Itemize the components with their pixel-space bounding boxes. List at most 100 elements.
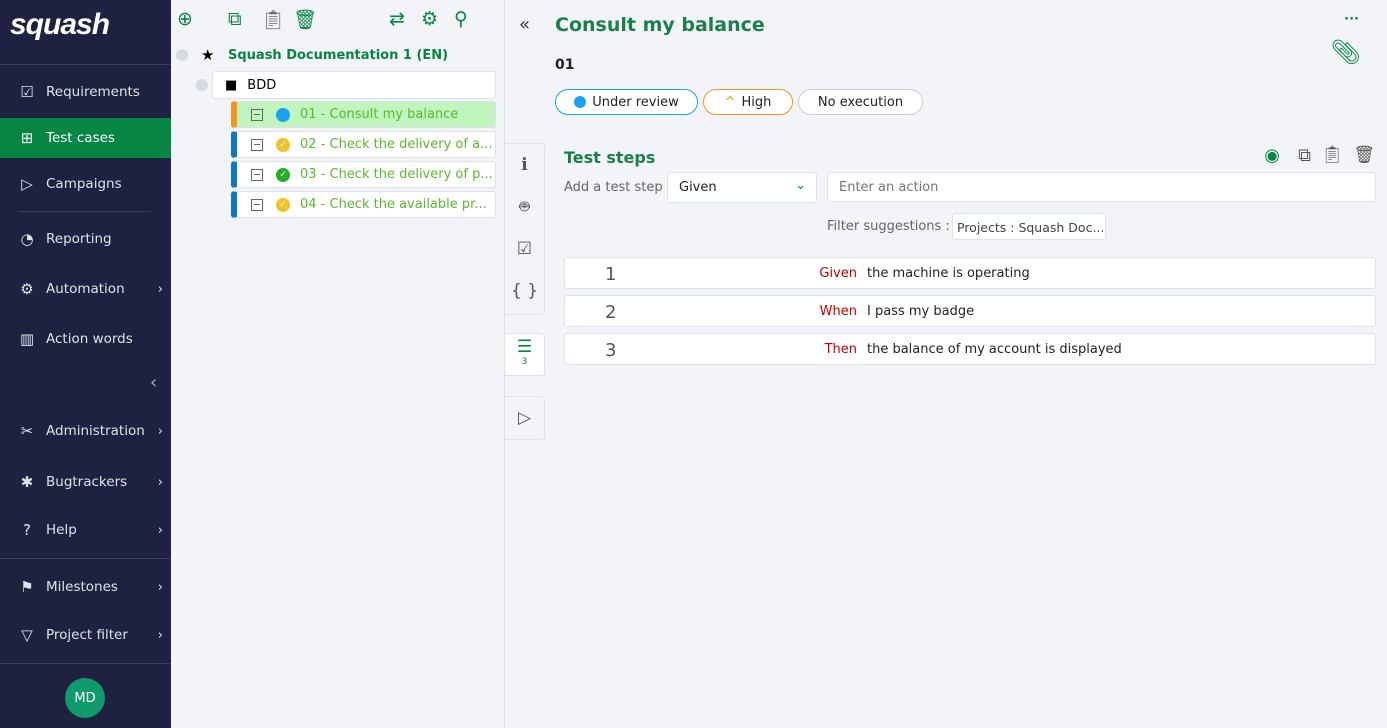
nav-label: Reporting <box>46 231 112 247</box>
keyword-select[interactable]: Given ⌄ <box>667 172 817 203</box>
chevron-right-icon: › <box>157 281 163 297</box>
collapse-sidebar-icon[interactable]: ‹ <box>150 372 158 393</box>
checkbox-icon: ☑ <box>20 83 34 101</box>
tools-icon: ✂ <box>20 422 34 440</box>
filter-suggestion-chip[interactable]: Projects : Squash Doc... <box>952 213 1106 240</box>
nav-label: Administration <box>46 423 145 439</box>
library-icon: ▥ <box>19 330 35 348</box>
copy-icon[interactable]: ⧉ <box>1298 145 1311 166</box>
item-label: 02 - Check the delivery of a... <box>300 137 493 152</box>
chevron-right-icon: › <box>157 522 163 538</box>
nav-label: Milestones <box>46 579 118 595</box>
nav-test-cases[interactable]: ⊞ Test cases <box>0 118 171 158</box>
star-icon: ★ <box>201 46 215 64</box>
test-case-icon <box>251 138 263 151</box>
nav-action-words[interactable]: ▥ Action words <box>0 319 171 359</box>
gear-icon[interactable]: ⚙ <box>421 8 439 30</box>
transfer-icon[interactable]: ⇄ <box>389 8 405 30</box>
sidebar: squash ☑ Requirements ⊞ Test cases ▷ Campai… <box>0 0 171 728</box>
keyword-value: Given <box>679 180 717 195</box>
step-action: I pass my badge <box>867 304 975 319</box>
tab-executions[interactable]: ▷ <box>505 396 545 440</box>
steps-count: 3 <box>521 357 528 367</box>
play-circle-icon: ▷ <box>21 175 33 193</box>
nav-administration[interactable]: ✂ Administration › <box>0 411 171 451</box>
chevron-down-icon: ⌄ <box>795 178 806 193</box>
item-label: 01 - Consult my balance <box>300 107 459 122</box>
page-title: Consult my balance <box>555 14 765 36</box>
nav-milestones[interactable]: ⚑ Milestones › <box>0 567 171 607</box>
chevron-right-icon: › <box>157 474 163 490</box>
nav-help[interactable]: ? Help › <box>0 510 171 550</box>
nav-project-filter[interactable]: ▽ Project filter › <box>0 615 171 655</box>
nav-label: Campaigns <box>46 176 122 192</box>
nav-requirements[interactable]: ☑ Requirements <box>0 72 171 112</box>
tree-icon: ⊞ <box>20 129 34 147</box>
collapse-tree-icon[interactable]: « <box>519 14 531 35</box>
status-dot-icon <box>574 96 587 108</box>
help-icon: ? <box>23 521 31 539</box>
delete-icon[interactable]: 🗑︎ <box>1353 145 1375 165</box>
more-icon[interactable]: ··· <box>1344 12 1359 27</box>
search-icon[interactable]: ⚲ <box>454 8 468 30</box>
step-row[interactable]: 2 When I pass my badge <box>564 295 1376 327</box>
paste-icon[interactable]: 📋︎ <box>1321 145 1343 165</box>
test-case-icon <box>251 168 263 181</box>
importance-label: High <box>741 94 772 110</box>
nav-reporting[interactable]: ◔ Reporting <box>0 219 171 259</box>
step-row[interactable]: 1 Given the machine is operating <box>564 257 1376 289</box>
filter-icon: ▽ <box>21 626 33 644</box>
section-title: Test steps <box>564 148 656 167</box>
paste-icon[interactable]: 📋︎ <box>261 9 286 31</box>
checkbox-icon[interactable]: ☑ <box>516 239 533 259</box>
squash-logo: squash <box>10 8 110 41</box>
tree-panel: ⊕ ⧉ 📋︎ 🗑︎ ⇄ ⚙ ⚲ ★ Squash Documentation 1… <box>171 0 505 728</box>
status-dot-icon <box>276 107 290 122</box>
info-icon[interactable]: i <box>521 155 528 175</box>
chevron-right-icon: › <box>157 579 163 595</box>
avatar[interactable]: MD <box>65 678 105 718</box>
detail-panel: « Consult my balance 01 ··· 📎︎ Under rev… <box>505 0 1387 728</box>
add-step-label: Add a test step <box>564 180 663 195</box>
robot-icon: ⚙ <box>20 280 34 298</box>
attachment-icon[interactable]: 📎︎ <box>1330 38 1361 66</box>
nav-label: Bugtrackers <box>46 474 128 490</box>
add-icon[interactable]: ⊕ <box>177 8 193 30</box>
step-action: the balance of my account is displayed <box>867 342 1122 357</box>
chevron-right-icon: › <box>157 627 163 643</box>
tree-item-test-case[interactable]: ✓ 03 - Check the delivery of p... <box>231 161 496 188</box>
tree-item-test-case[interactable]: ✓ 02 - Check the delivery of a... <box>231 131 496 158</box>
copy-icon[interactable]: ⧉ <box>228 8 242 30</box>
nav-label: Requirements <box>46 84 140 100</box>
status-check-icon: ✓ <box>276 197 290 212</box>
test-case-icon <box>251 108 263 121</box>
robot-icon[interactable]: 🤖︎ <box>519 197 530 217</box>
delete-icon[interactable]: 🗑︎ <box>293 9 318 31</box>
test-case-icon <box>251 198 263 211</box>
nav-bugtrackers[interactable]: ✱ Bugtrackers › <box>0 462 171 502</box>
nav-automation[interactable]: ⚙ Automation › <box>0 269 171 309</box>
step-keyword: Then <box>824 342 857 357</box>
execution-badge[interactable]: No execution <box>798 89 923 115</box>
list-icon: ☰ <box>516 337 533 357</box>
play-circle-icon: ▷ <box>517 408 532 428</box>
tab-steps[interactable]: ☰ 3 <box>505 333 545 376</box>
chevron-up-icon: ^ <box>724 94 736 110</box>
project-node[interactable]: Squash Documentation 1 (EN) <box>228 48 449 63</box>
importance-badge[interactable]: ^ High <box>703 89 793 115</box>
nav-campaigns[interactable]: ▷ Campaigns <box>0 164 171 204</box>
collapse-project-toggle[interactable] <box>176 49 188 61</box>
item-label: 03 - Check the delivery of p... <box>300 167 493 182</box>
status-badge[interactable]: Under review <box>555 89 698 115</box>
braces-icon[interactable]: { } <box>510 281 539 301</box>
step-row[interactable]: 3 Then the balance of my account is displa… <box>564 333 1376 365</box>
step-action: the machine is operating <box>867 266 1030 281</box>
tree-item-test-case[interactable]: 01 - Consult my balance <box>231 101 496 128</box>
collapse-folder-toggle[interactable] <box>196 79 208 91</box>
folder-node[interactable]: ■ BDD <box>212 71 496 99</box>
eye-icon[interactable]: ◉ <box>1264 145 1280 166</box>
nav-label: Help <box>46 522 77 538</box>
step-number: 1 <box>605 264 617 285</box>
tree-item-test-case[interactable]: ✓ 04 - Check the available pr... <box>231 191 496 218</box>
action-input[interactable] <box>827 172 1376 202</box>
